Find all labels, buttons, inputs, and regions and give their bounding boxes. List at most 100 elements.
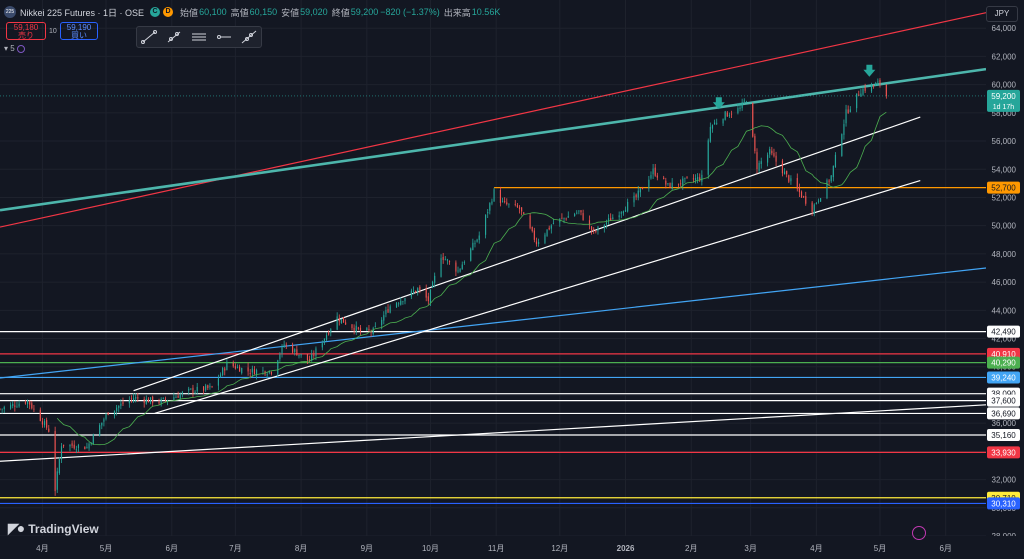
candle-body [202,386,205,391]
indicators-toggle[interactable]: ▾ 5 [4,44,25,53]
trend-line-tool-icon[interactable] [140,30,158,44]
candle-body [701,174,703,182]
open-value: 60,100 [199,7,227,17]
candle-body [775,155,777,162]
candle-body [531,226,533,231]
candle-body [771,150,773,154]
candle-body [741,102,743,109]
candle-body [247,367,249,372]
buy-label: 買い [71,31,87,40]
candle-body [803,196,805,198]
candle-body [516,205,518,208]
candle-body [752,103,754,137]
candle-body [652,168,654,175]
sell-button[interactable]: 59,180 売り [6,22,46,40]
time-tick-label: 2026 [617,544,635,553]
candle-body [493,189,495,202]
candle-body [650,175,652,179]
candle-body [595,231,597,232]
candle-body [743,100,745,102]
candle-body [222,368,224,376]
candle-body [188,388,190,391]
buy-button[interactable]: 59,190 買い [60,22,98,40]
candle-body [10,404,12,409]
candle-body [412,290,415,292]
candle-body [41,421,43,425]
level-price-label: 39,240 [991,373,1016,382]
price-tick-label: 64,000 [992,24,1017,33]
down-arrow-icon [712,97,725,110]
candle-body [152,396,154,404]
candle-body [39,409,41,421]
price-tick-label: 32,000 [992,476,1017,485]
drawing-toolbar[interactable] [136,26,262,48]
level-price-label-bg [987,394,1020,407]
candle-body [758,162,760,171]
candle-body [875,83,877,86]
candle-body [266,374,268,376]
last-price-label: 59,200 [991,92,1016,101]
candle-body [48,428,50,432]
price-axis[interactable]: 28,00030,00032,00034,00036,00038,00040,0… [986,0,1024,559]
chart-settings-icon[interactable] [912,526,926,540]
buy-price: 59,190 [66,23,92,32]
candle-body [18,403,20,407]
candle-body [538,241,540,245]
grid-lines [0,0,986,537]
candle-body [885,84,887,96]
candle-body [484,214,487,235]
candle-body [306,353,309,361]
candle-body [88,443,90,449]
time-tick-label: 6月 [166,544,178,553]
candle-body [870,84,873,92]
low-label: 安値 [281,7,300,18]
candle-body [353,327,355,331]
candle-body [56,471,58,490]
candle-body [149,397,152,403]
level-price-label: 30,310 [991,499,1016,508]
candle-body [546,229,548,236]
candle-body [817,200,820,202]
time-tick-label: 5月 [874,544,886,553]
time-axis[interactable]: 4月 5月 6月 7月 8月 9月 10月 11月 12月 2026 2月 3月 4月 5月 6月 [0,536,1024,559]
candle-body [820,198,822,202]
candle-body [813,204,815,214]
candle-body [162,397,164,399]
candle-body [292,344,294,353]
candle-body [856,93,858,109]
horizontal-ray-tool-icon[interactable] [215,30,233,44]
candle-body [707,140,709,175]
status-d-icon: D [163,7,174,17]
high-value: 60,150 [249,7,278,17]
candle-body [192,387,194,394]
extended-line-tool-icon[interactable] [240,30,258,44]
moving-average-line [56,111,887,446]
candle-body [311,354,313,361]
candle-body [370,331,372,333]
candle-body [224,368,226,371]
level-price-label: 33,930 [991,448,1016,457]
candle-body [605,222,608,225]
time-tick-label: 9月 [361,544,373,553]
candle-body [860,93,862,97]
candle-body [355,325,357,332]
candle-body [548,227,550,230]
time-tick-label: 2月 [685,544,697,553]
level-price-label: 40,290 [991,359,1016,368]
currency-selector[interactable]: JPY [986,6,1018,22]
tradingview-branding[interactable]: ◤● TradingView [8,520,99,537]
candle-body [325,335,328,341]
parallel-channel-tool-icon[interactable] [190,30,208,44]
price-tick-label: 62,000 [992,52,1017,61]
candle-body [86,446,88,449]
sell-label: 売り [18,31,34,40]
ray-tool-icon[interactable] [165,30,183,44]
candle-body [697,176,699,180]
candle-body [472,242,474,251]
level-price-label-bg [987,429,1020,442]
candle-body [239,366,241,372]
candle-body [618,215,620,218]
candle-body [60,446,63,460]
symbol-title[interactable]: Nikkei 225 Futures · 1日 · OSE [20,7,145,18]
